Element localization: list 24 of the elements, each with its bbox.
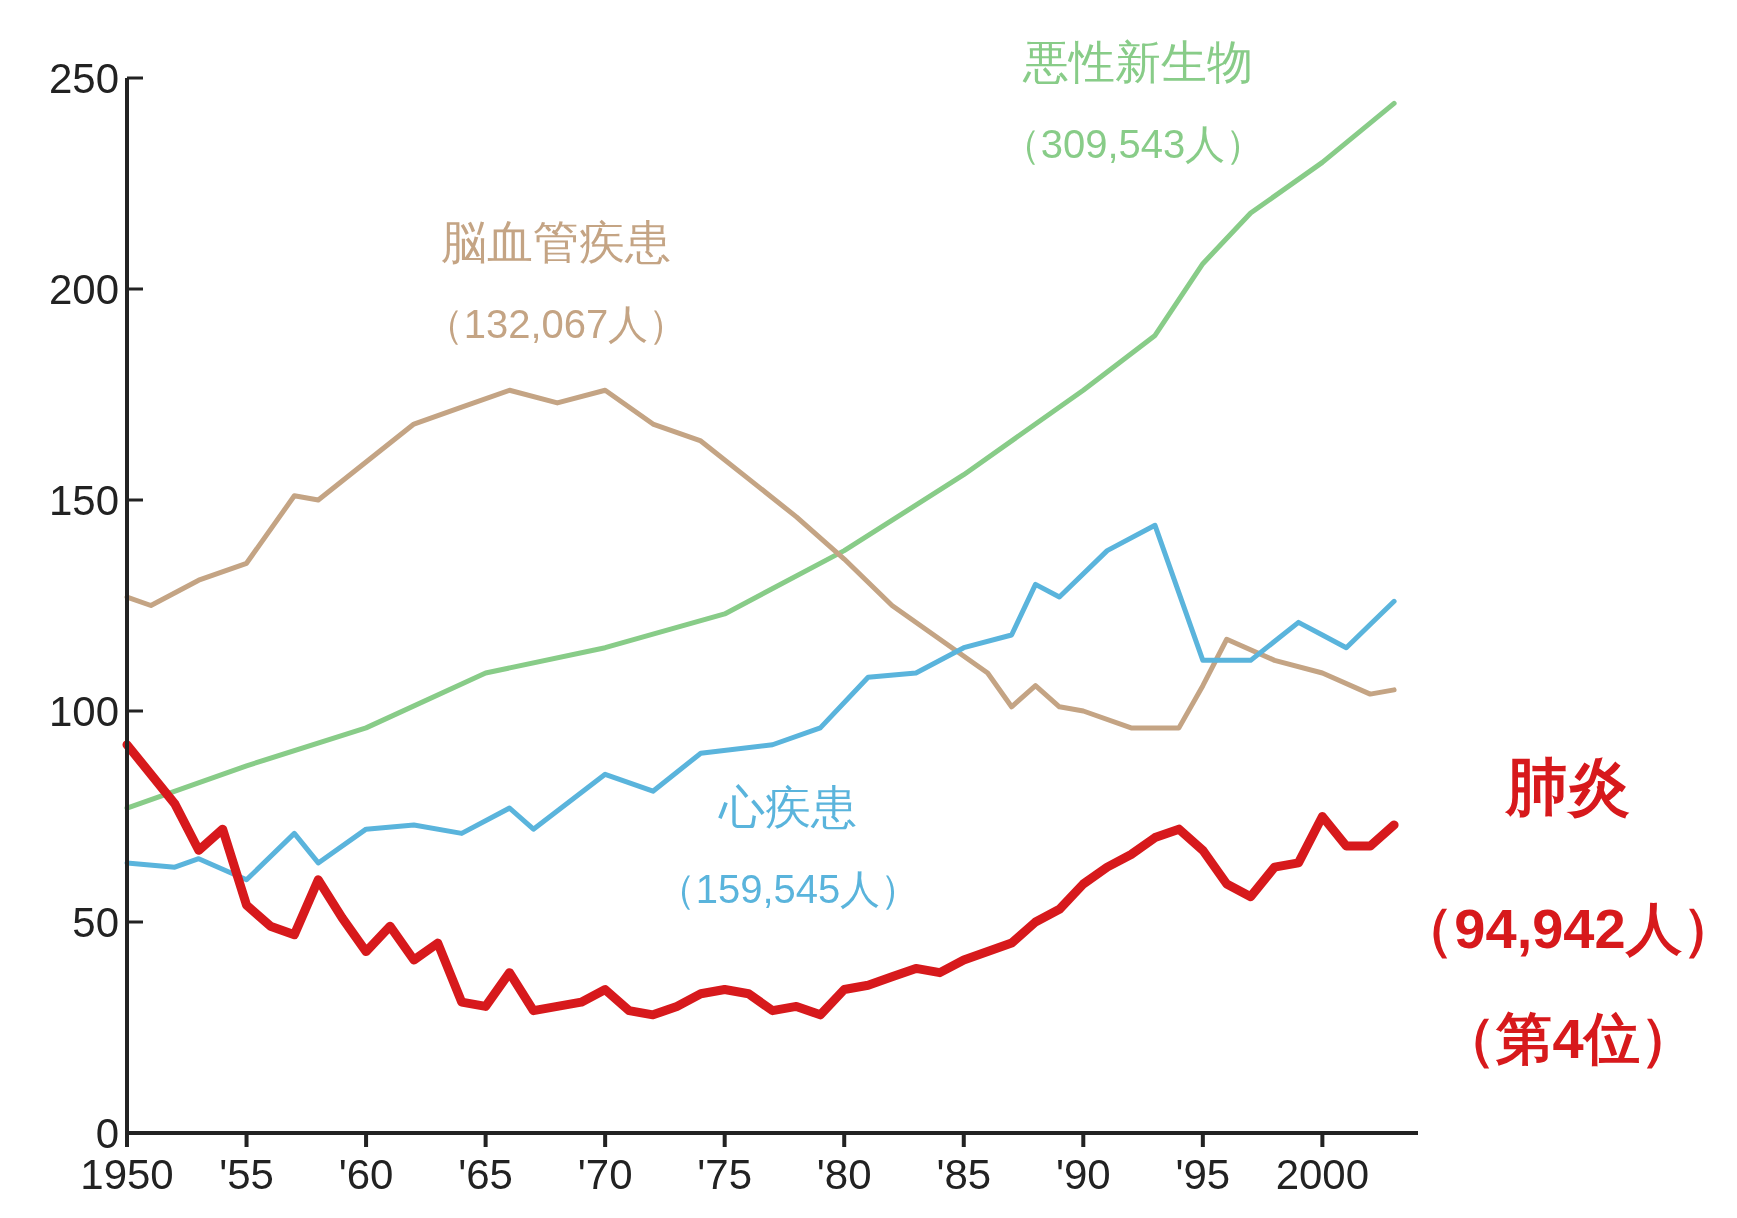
annotation: （94,942人） [1398, 897, 1737, 960]
y-tick-label: 100 [48, 687, 119, 735]
x-tick-label: '60 [338, 1151, 394, 1198]
series-label: 心疾患 [718, 781, 857, 833]
annotation: （159,545人） [655, 867, 921, 911]
x-tick-label: '95 [1175, 1151, 1231, 1198]
text: （第4位） [1440, 1007, 1696, 1070]
series-label: 肺炎 [1504, 752, 1630, 821]
text: 悪性新生物 [1022, 36, 1253, 88]
y-tick-label: 200 [48, 265, 119, 313]
x-tick-label: '85 [936, 1151, 992, 1198]
x-tick-label: '55 [219, 1151, 274, 1198]
x-tick-label: '70 [577, 1151, 633, 1198]
y-tick-label: 250 [48, 54, 119, 102]
x-tick-label: '65 [458, 1151, 513, 1198]
x-tick-label: 2000 [1275, 1151, 1370, 1198]
annotation: （132,067人） [423, 302, 689, 346]
x-tick-label: '90 [1055, 1151, 1111, 1198]
y-tick-label: 50 [72, 898, 119, 946]
x-tick-label: '75 [697, 1151, 753, 1198]
y-tick-label: 150 [48, 476, 119, 524]
x-tick-label: '80 [816, 1151, 872, 1198]
annotation: （309,543人） [1000, 122, 1266, 166]
text: 脳血管疾患 [441, 216, 671, 268]
